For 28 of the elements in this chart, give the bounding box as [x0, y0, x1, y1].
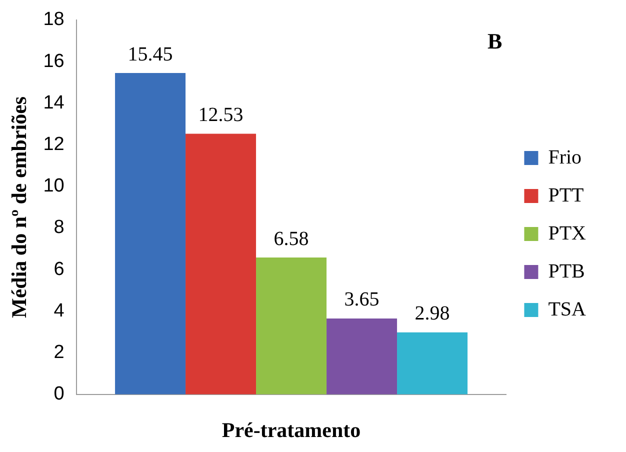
y-tick-label: 0: [54, 384, 64, 405]
y-tick-label: 18: [43, 9, 64, 30]
bar: [186, 134, 256, 394]
y-tick-label: 6: [54, 258, 64, 280]
x-axis-title: Pré-tratamento: [222, 418, 361, 442]
y-axis-title: Média do nº de embriões: [7, 96, 32, 318]
legend-label: PTB: [548, 260, 585, 282]
data-label: 15.45: [128, 43, 173, 66]
y-tick-label: 8: [54, 217, 64, 238]
y-tick-label: 2: [54, 342, 64, 364]
annotation: B: [488, 28, 503, 54]
y-tick-label: 14: [43, 92, 65, 114]
y-tick-label: 16: [43, 50, 64, 72]
legend-label: PTX: [548, 222, 587, 244]
legend-label: PTT: [548, 184, 584, 206]
bar: [256, 258, 327, 394]
y-tick-label: 4: [54, 300, 65, 322]
bar: [115, 73, 186, 394]
legend-label: TSA: [548, 298, 587, 320]
data-label: 6.58: [274, 228, 309, 250]
bar: [397, 332, 468, 394]
legend-label: Frio: [548, 146, 582, 168]
y-tick-label: 10: [43, 176, 64, 197]
bar: [326, 318, 398, 394]
y-tick-label: 12: [43, 134, 64, 156]
data-label: 2.98: [414, 302, 450, 325]
data-label: 12.53: [198, 104, 244, 126]
data-label: 3.65: [344, 288, 380, 311]
